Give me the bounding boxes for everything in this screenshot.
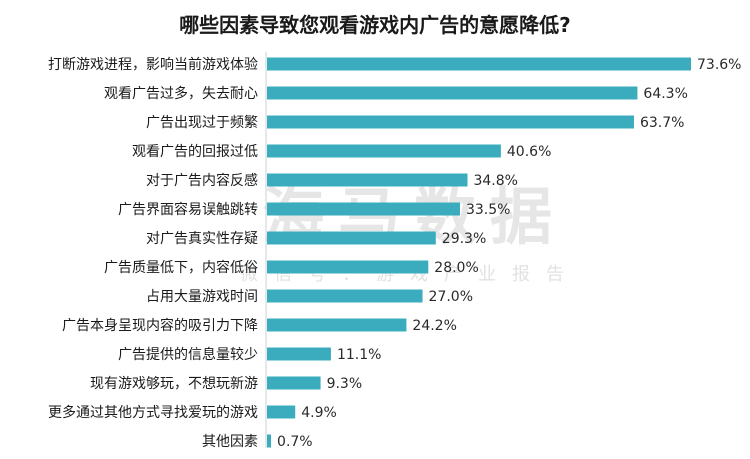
category-label: 打断游戏进程，影响当前游戏体验 xyxy=(48,56,258,73)
category-label: 现有游戏够玩，不想玩新游 xyxy=(90,376,258,392)
value-label: 4.9% xyxy=(301,405,337,421)
bar xyxy=(267,115,634,129)
bar xyxy=(267,231,436,245)
value-label: 28.0% xyxy=(434,260,478,276)
bar-group: 打断游戏进程，影响当前游戏体验 73.6% 观看广告过多，失去耐心 64.3% 广告出现… xyxy=(48,56,741,450)
value-label: 24.2% xyxy=(412,318,456,334)
bar xyxy=(267,260,429,274)
value-label: 0.7% xyxy=(277,434,313,450)
bar xyxy=(267,376,321,390)
category-label: 广告质量低下，内容低俗 xyxy=(104,259,258,276)
chart-title: 哪些因素导致您观看游戏内广告的意愿降低? xyxy=(179,13,571,37)
category-label: 广告本身呈现内容的吸引力下降 xyxy=(62,317,258,334)
category-label: 观看广告过多，失去耐心 xyxy=(104,85,258,102)
category-label: 广告出现过于频繁 xyxy=(146,115,258,131)
bar xyxy=(267,57,691,71)
value-label: 29.3% xyxy=(442,231,486,247)
bar xyxy=(267,144,501,158)
value-label: 73.6% xyxy=(697,57,741,73)
category-label: 更多通过其他方式寻找爱玩的游戏 xyxy=(48,404,258,421)
category-label: 其他因素 xyxy=(202,434,258,450)
bar xyxy=(267,318,407,332)
value-label: 33.5% xyxy=(466,202,510,218)
value-label: 11.1% xyxy=(337,347,381,363)
category-label: 广告界面容易误触跳转 xyxy=(118,201,258,218)
bar xyxy=(267,289,423,303)
category-label: 观看广告的回报过低 xyxy=(132,144,258,160)
category-label: 对于广告内容反感 xyxy=(146,172,258,189)
category-label: 占用大量游戏时间 xyxy=(146,289,258,305)
value-label: 34.8% xyxy=(473,173,517,189)
bar xyxy=(267,434,272,448)
category-label: 广告提供的信息量较少 xyxy=(118,346,258,363)
category-label: 对广告真实性存疑 xyxy=(146,231,258,247)
value-label: 27.0% xyxy=(429,289,473,305)
value-label: 9.3% xyxy=(327,376,363,392)
bar xyxy=(267,405,296,419)
bar xyxy=(267,86,638,100)
value-label: 63.7% xyxy=(640,115,684,131)
bar xyxy=(267,202,460,216)
value-label: 64.3% xyxy=(643,86,687,102)
value-label: 40.6% xyxy=(507,144,551,160)
bar xyxy=(267,173,468,187)
bar xyxy=(267,347,331,361)
